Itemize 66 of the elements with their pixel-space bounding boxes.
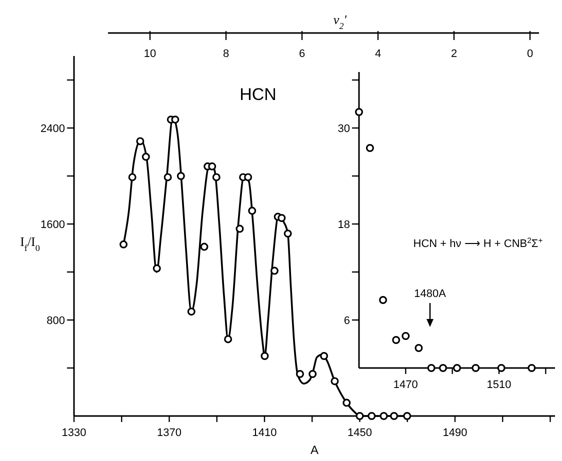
y-tick-label: 30 [338,123,350,135]
point [200,242,208,251]
point [284,230,292,238]
point [392,336,400,344]
x2-tick-label: 0 [526,48,534,60]
x2-tick-label: 8 [222,48,230,60]
point [330,377,339,386]
x-tick-label: 1470 [393,379,418,391]
point [236,224,244,233]
y-tick-label: 6 [344,315,350,327]
point [497,364,506,372]
point [128,173,136,182]
y-tick-label: 18 [338,219,350,231]
point [142,152,150,161]
point [453,364,461,372]
x-tick-label: 1410 [252,427,277,439]
point [224,335,232,344]
x2-axis-title: ν$_{2}$′ [333,12,347,31]
point [136,137,144,146]
x2-tick-label: 2 [450,48,458,60]
point [414,344,423,352]
text: HCN [240,85,276,104]
point [260,352,269,360]
point [472,364,480,372]
point [152,264,161,272]
point [320,352,328,360]
y-tick-label: 2400 [40,123,65,135]
point [380,412,388,420]
point [164,173,172,182]
annotation: HCN + hν ⟶ H + CNB$^{2}$Σ$^{+}$ [413,236,544,250]
point [278,214,286,222]
point [379,296,388,304]
point [120,240,128,248]
x-tick-label: 1490 [442,427,468,439]
y-axis-title: I$_{f}$/I$_{0}$ [20,234,40,253]
point [296,370,304,378]
x-tick-label: 1370 [157,427,182,439]
point [368,412,376,420]
y-tick-label: 1600 [40,219,65,231]
point [528,364,536,372]
x-tick-label: 1510 [486,379,512,391]
x2-tick-label: 6 [298,48,306,60]
point [439,364,447,372]
point [308,370,317,378]
x-tick-label: 1450 [348,427,372,439]
point [355,108,363,116]
point [366,144,374,152]
point [270,266,278,275]
x-tick-label: 1330 [62,427,86,439]
point [171,116,180,124]
x-axis-title: A [310,443,319,457]
point [356,412,364,420]
point [402,332,410,340]
x2-tick-label: 4 [374,48,382,60]
annotation: 1480A [414,288,447,300]
point [427,364,436,372]
point [248,206,256,215]
point [176,172,185,180]
point [187,308,196,316]
point [244,173,252,182]
x2-tick-label: 10 [144,48,156,60]
point [342,398,351,407]
y-tick-label: 800 [46,315,65,327]
point [390,412,398,420]
point [208,162,216,170]
point [212,173,220,182]
